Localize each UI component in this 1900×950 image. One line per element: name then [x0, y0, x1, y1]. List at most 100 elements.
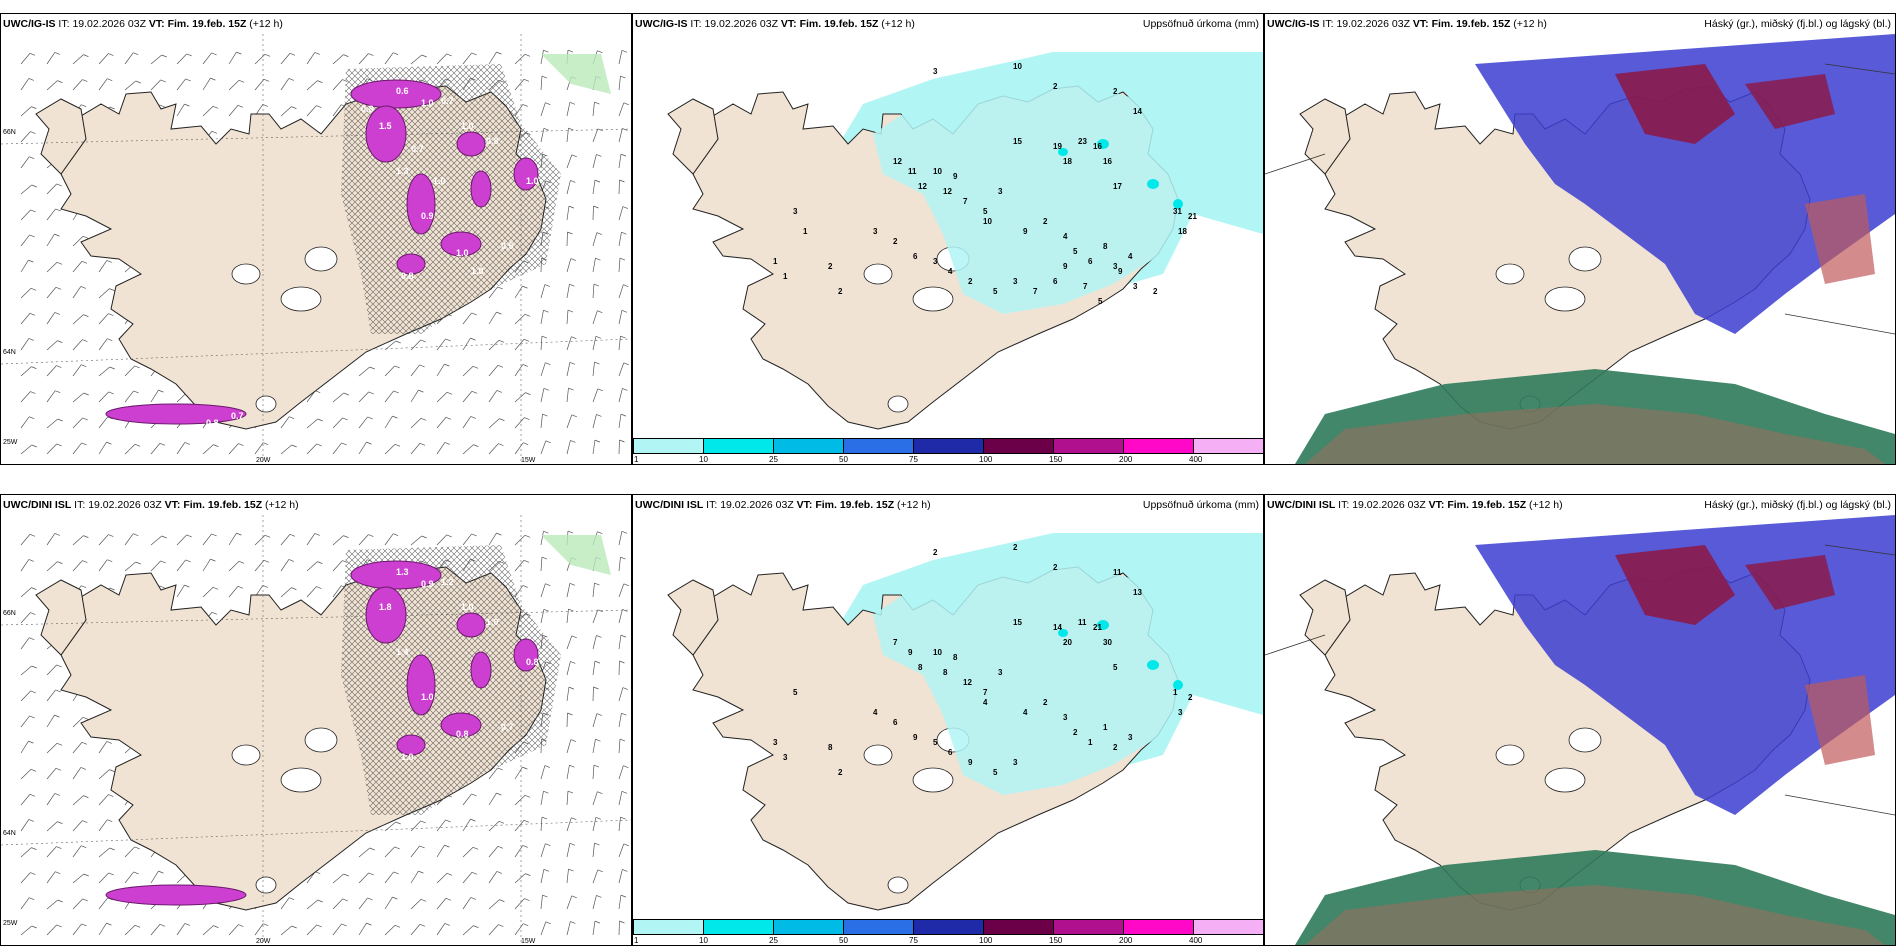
colorbar-swatch: [1053, 919, 1124, 935]
precip-value-label: 5: [983, 207, 988, 216]
precip-value-label: 5: [793, 688, 798, 697]
colorbar-label: 400: [1189, 936, 1203, 945]
axis-label: 15W: [521, 457, 536, 464]
panel-header: UWC/DINI ISL IT: 19.02.2026 03Z VT: Fim.…: [1267, 499, 1563, 511]
precip-value-label: 10: [933, 167, 942, 176]
precip-value-label: 2: [1043, 698, 1048, 707]
domain-edge-line: [1265, 544, 1895, 816]
precip-max-spot: [1097, 139, 1109, 149]
precip-value-label: 9: [908, 648, 913, 657]
wind-precip-map: 66N 64N 25W 20W 15W 0.6 1.0 1.5 0.7 1.0 1.3 0.9 0.8 1…: [1, 34, 631, 464]
colorbar-swatch: [983, 919, 1054, 935]
precip-value-label: 3: [998, 668, 1003, 677]
precip-value-label: 2: [933, 548, 938, 557]
glacier: [304, 727, 338, 753]
precip-value-label: 1.3: [396, 567, 409, 577]
glacier: [863, 263, 893, 285]
precip-value-label: 21: [1093, 623, 1102, 632]
panel-top-left: UWC/IG-IS IT: 19.02.2026 03Z VT: Fim. 19…: [0, 13, 632, 465]
glacier: [887, 395, 909, 413]
colorbar-swatch: [913, 919, 984, 935]
precip-value-label: 11: [1113, 568, 1122, 577]
precip-value-label: 6: [913, 252, 918, 261]
precip-value-label: 2: [828, 262, 833, 271]
precip-value-label: 16: [1093, 142, 1102, 151]
precip-value-label: 16: [1103, 157, 1112, 166]
precip-value-label: 1: [1173, 688, 1178, 697]
glacier: [280, 767, 322, 793]
glacier: [255, 395, 277, 413]
precip-value-label: 2: [838, 768, 843, 777]
precip-value-label: 4: [1063, 232, 1068, 241]
high-cloud-area: [1615, 545, 1735, 625]
precip-value-label: 3: [933, 67, 938, 76]
precip-colorbar: 1 10 25 50 75 100 150 200 400: [633, 438, 1263, 464]
axis-label: 20W: [256, 938, 271, 945]
colorbar-swatch: [843, 438, 914, 454]
precip-value-label: 7: [1083, 282, 1088, 291]
precip-value-label: 30: [1103, 638, 1112, 647]
precip-value-label: 2: [1043, 217, 1048, 226]
colorbar-label: 150: [1049, 455, 1063, 464]
axis-label: 66N: [3, 610, 16, 617]
precip-value-label: 1.5: [379, 121, 392, 131]
precip-value-label: 0.8: [456, 729, 469, 739]
accumulated-precip-map: 2 2 2 11 13 15 14 11 21 20 30 5 7 9 10 8 8 8 12 7 3 4 4 2 3 2 1 1 2 3…: [633, 515, 1263, 917]
precip-value-label: 7: [1033, 287, 1038, 296]
westfjords: [667, 579, 719, 656]
panel-top-right: UWC/IG-IS IT: 19.02.2026 03Z VT: Fim. 19…: [1264, 13, 1896, 465]
cloud-cover-map: [1265, 515, 1895, 945]
precip-value-label: 14: [1133, 107, 1142, 116]
precip-value-label: 4: [948, 267, 953, 276]
precip-value-label: 6: [893, 718, 898, 727]
precip-value-label: 3: [1013, 758, 1018, 767]
precip-max-spot: [1097, 620, 1109, 630]
precip-value-label: 3: [1013, 277, 1018, 286]
colorbar-label: 1: [634, 455, 639, 464]
colorbar-label: 75: [909, 455, 918, 464]
panel-header: UWC/DINI ISL IT: 19.02.2026 03Z VT: Fim.…: [635, 499, 931, 511]
precip-value-label: 2: [1113, 743, 1118, 752]
precip-value-label: 3: [1063, 713, 1068, 722]
panel-bottom-mid: UWC/DINI ISL IT: 19.02.2026 03Z VT: Fim.…: [632, 494, 1264, 946]
precip-value-label: 0.8: [401, 271, 414, 281]
precip-max-spot: [1173, 199, 1183, 209]
precip-overland: [873, 555, 1193, 795]
precip-value-label: 0.7: [501, 722, 514, 732]
precip-value-label: 1: [803, 227, 808, 236]
accumulated-precip-map: 3 10 2 2 14 15 19 23 16 18 16 17 12 11 10 9 12 12 7 5 3 10 9 2 4…: [633, 34, 1263, 436]
precip-value-label: 20: [1063, 638, 1072, 647]
westfjords: [35, 579, 87, 656]
precip-value-label: 0.7: [231, 411, 244, 421]
colorbar-swatch: [1193, 919, 1263, 935]
precip-value-label: 13: [1133, 588, 1142, 597]
precip-value-label: 3: [793, 207, 798, 216]
precip-value-label: 8: [943, 668, 948, 677]
precip-value-label: 7: [963, 197, 968, 206]
precip-value-label: 0.9: [421, 579, 434, 589]
colorbar-swatch: [983, 438, 1054, 454]
precip-value-label: 9: [1118, 267, 1123, 276]
precip-blob: [470, 170, 492, 208]
precip-value-label: 17: [1113, 182, 1122, 191]
precip-value-label: 2: [893, 237, 898, 246]
axis-label: 64N: [3, 349, 16, 356]
precip-value-label: 21: [1188, 212, 1197, 221]
panel-bottom-left: UWC/DINI ISL IT: 19.02.2026 03Z VT: Fim.…: [0, 494, 632, 946]
precip-blob: [513, 638, 539, 672]
precip-value-label: 3: [1133, 282, 1138, 291]
precip-blob: [350, 79, 442, 109]
precip-value-label: 14: [1053, 623, 1062, 632]
precip-value-label: 12: [893, 157, 902, 166]
precip-value-label: 10: [933, 648, 942, 657]
precip-blob: [406, 654, 436, 716]
precip-value-label: 1.0: [433, 176, 446, 186]
precip-blob: [513, 157, 539, 191]
precip-blob: [440, 712, 482, 738]
glacier: [912, 767, 954, 793]
precip-value-label: 10: [983, 217, 992, 226]
precip-overland: [873, 74, 1193, 314]
precip-value-label: 2: [1013, 543, 1018, 552]
green-area: [541, 535, 611, 575]
colorbar-swatch: [1193, 438, 1263, 454]
